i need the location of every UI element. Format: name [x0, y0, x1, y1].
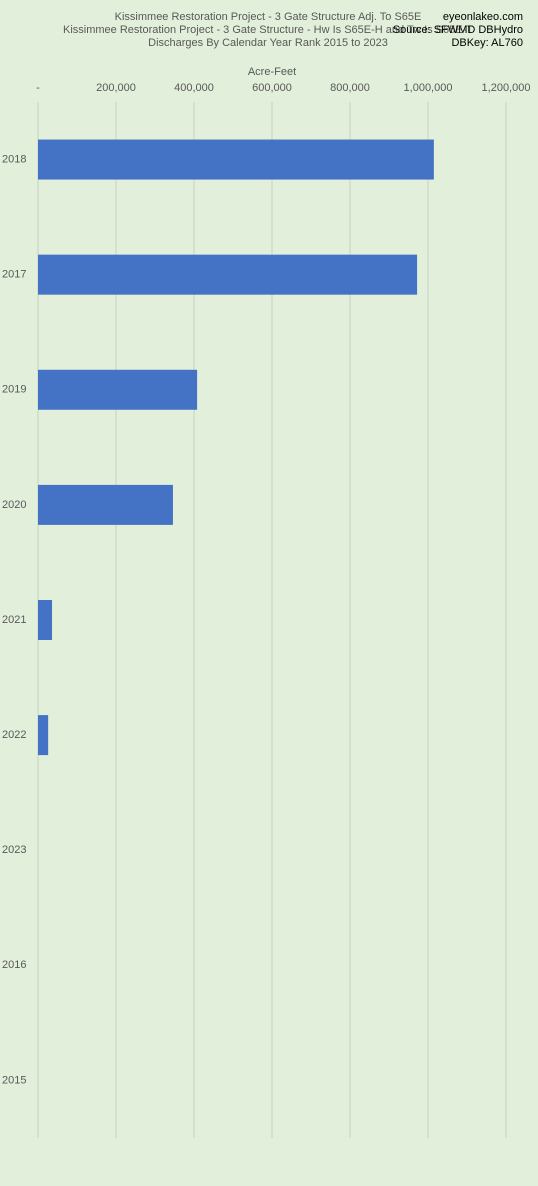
axis-title: Acre-Feet [248, 66, 296, 78]
x-tick-label: 200,000 [96, 82, 136, 94]
y-tick-label: 2019 [2, 384, 26, 396]
bar [38, 139, 434, 180]
x-tick-label: 800,000 [330, 82, 370, 94]
y-tick-label: 2017 [2, 269, 26, 281]
y-tick-label: 2018 [2, 153, 26, 165]
bar [38, 715, 49, 756]
y-tick-label: 2015 [2, 1074, 26, 1086]
corner-text: DBKey: AL760 [451, 37, 523, 49]
x-tick-label: 600,000 [252, 82, 292, 94]
bar [38, 600, 53, 640]
y-tick-label: 2023 [2, 844, 26, 856]
y-tick-label: 2016 [2, 959, 26, 971]
x-tick-label: 1,200,000 [482, 82, 531, 94]
corner-text: eyeonlakeo.com [443, 11, 523, 23]
x-tick-label: - [36, 82, 40, 94]
bar [38, 254, 418, 295]
x-tick-label: 1,000,000 [404, 82, 453, 94]
title-line: Kissimmee Restoration Project - 3 Gate S… [115, 11, 422, 23]
y-tick-label: 2021 [2, 614, 26, 626]
title-line: Kissimmee Restoration Project - 3 Gate S… [63, 24, 473, 36]
y-tick-label: 2022 [2, 729, 26, 741]
bar [38, 369, 198, 410]
title-line: Discharges By Calendar Year Rank 2015 to… [148, 37, 388, 49]
y-tick-label: 2020 [2, 499, 26, 511]
x-tick-label: 400,000 [174, 82, 214, 94]
bar [38, 484, 173, 525]
corner-text: Source: SFWMD DBHydro [393, 24, 523, 36]
